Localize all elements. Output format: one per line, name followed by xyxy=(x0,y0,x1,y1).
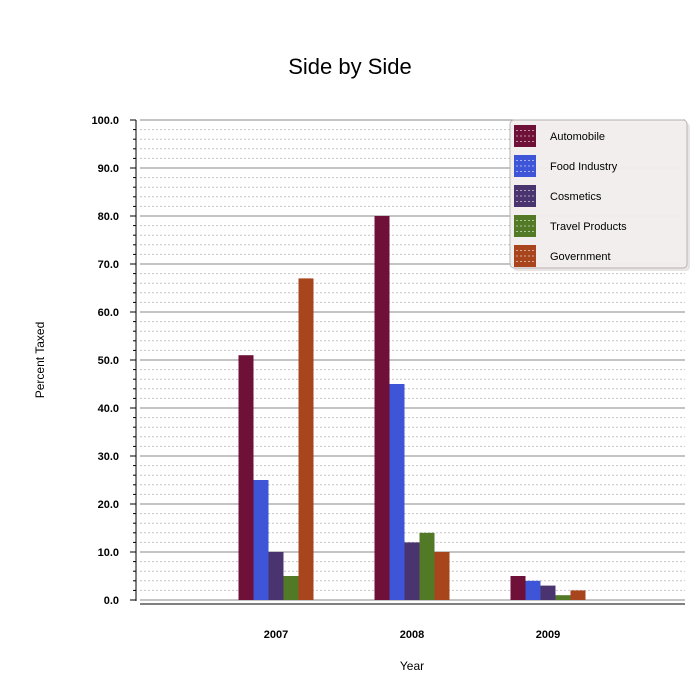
chart-title: Side by Side xyxy=(288,54,412,79)
bar-government-2009 xyxy=(570,590,586,600)
bar-food-industry-2008 xyxy=(389,384,405,600)
bar-travel-products-2009 xyxy=(555,595,571,600)
legend-label: Cosmetics xyxy=(550,191,602,203)
x-tick-label: 2007 xyxy=(264,629,288,641)
bar-travel-products-2008 xyxy=(419,532,435,600)
bar-automobile-2007 xyxy=(238,355,254,600)
y-tick-label: 20.0 xyxy=(98,499,119,511)
bar-cosmetics-2007 xyxy=(268,552,284,600)
x-tick-label: 2009 xyxy=(536,629,560,641)
bars xyxy=(238,216,586,600)
y-tick-label: 100.0 xyxy=(91,115,119,127)
bar-food-industry-2007 xyxy=(253,480,269,600)
grid-lines xyxy=(140,119,685,601)
legend-label: Automobile xyxy=(550,131,605,143)
bar-cosmetics-2008 xyxy=(404,542,420,600)
x-tick-label: 2008 xyxy=(400,629,424,641)
bar-automobile-2009 xyxy=(510,576,526,600)
bar-food-industry-2009 xyxy=(525,580,541,600)
y-axis-ticks: 0.0 10.0 20.0 30.0 40.0 50.0 60.0 70.0 80.0 90.0 1… xyxy=(91,115,136,607)
y-tick-label: 50.0 xyxy=(98,355,119,367)
bar-travel-products-2007 xyxy=(283,576,299,600)
legend-label: Travel Products xyxy=(550,221,627,233)
y-tick-label: 60.0 xyxy=(98,307,119,319)
y-tick-label: 80.0 xyxy=(98,211,119,223)
y-tick-label: 30.0 xyxy=(98,451,119,463)
y-tick-label: 70.0 xyxy=(98,259,119,271)
y-axis-label: Percent Taxed xyxy=(33,322,47,399)
legend-label: Food Industry xyxy=(550,161,618,173)
bar-government-2008 xyxy=(434,552,450,600)
y-tick-label: 10.0 xyxy=(98,547,119,559)
bar-government-2007 xyxy=(298,278,314,600)
x-axis-label: Year xyxy=(400,659,424,673)
y-tick-label: 90.0 xyxy=(98,163,119,175)
axes xyxy=(135,120,685,605)
legend: Automobile Food Industry Cosmetics Travel P… xyxy=(509,119,690,271)
legend-box xyxy=(509,119,688,269)
x-axis-ticks: 2007 2008 2009 xyxy=(264,629,560,641)
bar-cosmetics-2009 xyxy=(540,585,556,600)
legend-label: Government xyxy=(550,251,611,263)
y-tick-label: 0.0 xyxy=(104,595,119,607)
y-tick-label: 40.0 xyxy=(98,403,119,415)
bar-automobile-2008 xyxy=(374,216,390,600)
